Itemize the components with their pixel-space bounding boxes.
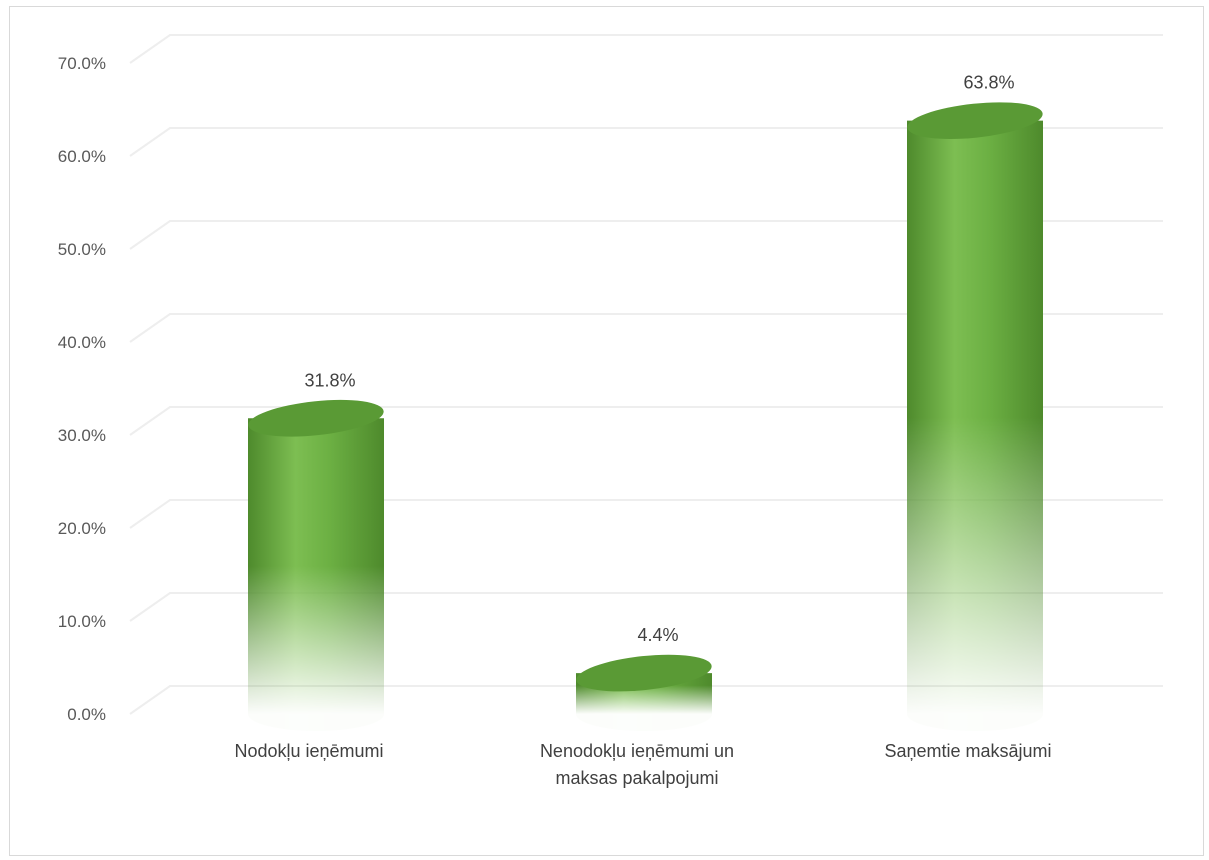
x-axis-categories: Nodokļu ieņēmumi Nenodokļu ieņēmumi un mak… [234, 741, 1051, 788]
y-axis-ticks: 0.0% 10.0% 20.0% 30.0% 40.0% 50.0% 60.0% 70.0% [58, 54, 106, 724]
bar-body [907, 121, 1043, 731]
y-tick-label: 20.0% [58, 519, 106, 538]
y-tick-label: 70.0% [58, 54, 106, 73]
data-label: 31.8% [304, 370, 355, 390]
y-tick-label: 10.0% [58, 612, 106, 631]
y-tick-label: 0.0% [67, 705, 106, 724]
bar [906, 97, 1045, 731]
y-tick-label: 50.0% [58, 240, 106, 259]
y-tick-label: 40.0% [58, 333, 106, 352]
category-label: maksas pakalpojumi [555, 768, 718, 788]
category-label: Nenodokļu ieņēmumi un [540, 741, 734, 761]
data-label: 63.8% [963, 73, 1014, 93]
bar-body [248, 418, 384, 731]
category-label: Saņemtie maksājumi [884, 741, 1051, 761]
gridline [130, 35, 1163, 63]
data-label: 4.4% [637, 625, 678, 645]
bar [575, 649, 714, 731]
y-tick-label: 30.0% [58, 426, 106, 445]
bar [247, 394, 386, 731]
y-tick-label: 60.0% [58, 147, 106, 166]
category-label: Nodokļu ieņēmumi [234, 741, 383, 761]
